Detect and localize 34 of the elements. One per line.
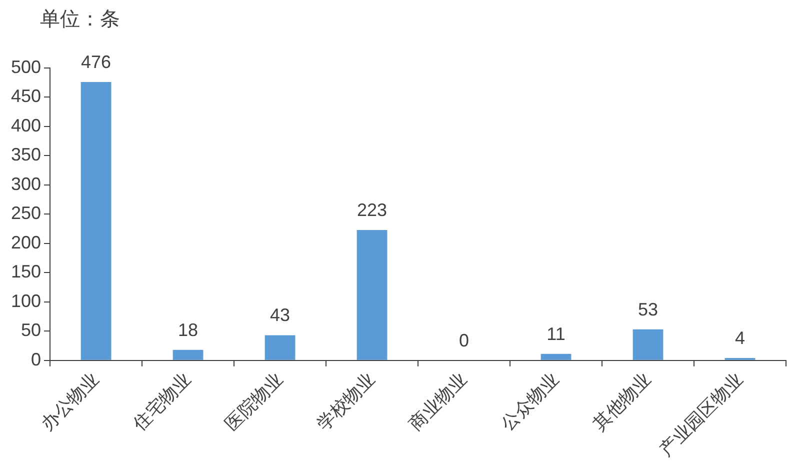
x-tick-label: 其他物业 (589, 369, 654, 434)
data-label: 0 (459, 330, 470, 350)
bar (356, 230, 388, 360)
x-tick-label: 住宅物业 (128, 369, 194, 435)
data-label: 53 (638, 299, 658, 320)
bar (264, 335, 296, 360)
y-tick-label: 400 (10, 115, 42, 136)
x-tick-label: 医院物业 (221, 369, 286, 434)
y-tick-label: 450 (10, 86, 42, 106)
y-tick-label: 100 (10, 290, 42, 311)
y-tick-label: 250 (10, 203, 42, 224)
bar (540, 354, 572, 360)
y-tick-label: 150 (10, 262, 42, 282)
x-tick-label: 商业物业 (405, 369, 470, 434)
data-label: 4 (734, 328, 746, 348)
data-label: 223 (356, 200, 388, 220)
bar (172, 350, 204, 360)
bar (80, 82, 112, 360)
y-tick-label: 300 (10, 174, 42, 194)
data-label: 11 (546, 324, 566, 344)
x-tick-label: 办公物业 (37, 369, 102, 434)
y-tick-label: 350 (10, 144, 42, 165)
data-label: 476 (81, 52, 112, 72)
x-tick-label: 产业园区物业 (656, 369, 746, 460)
x-tick-label: 学校物业 (313, 369, 378, 434)
y-tick-label: 50 (21, 320, 42, 340)
y-tick-label: 500 (10, 56, 42, 77)
x-tick-label: 公众物业 (497, 369, 562, 434)
data-label: 18 (178, 320, 198, 340)
y-tick-label: 200 (10, 232, 42, 252)
data-label: 43 (270, 305, 290, 326)
bar (632, 329, 664, 360)
y-tick-label: 0 (31, 349, 42, 370)
y-axis-title: 单位：条 (40, 8, 120, 31)
